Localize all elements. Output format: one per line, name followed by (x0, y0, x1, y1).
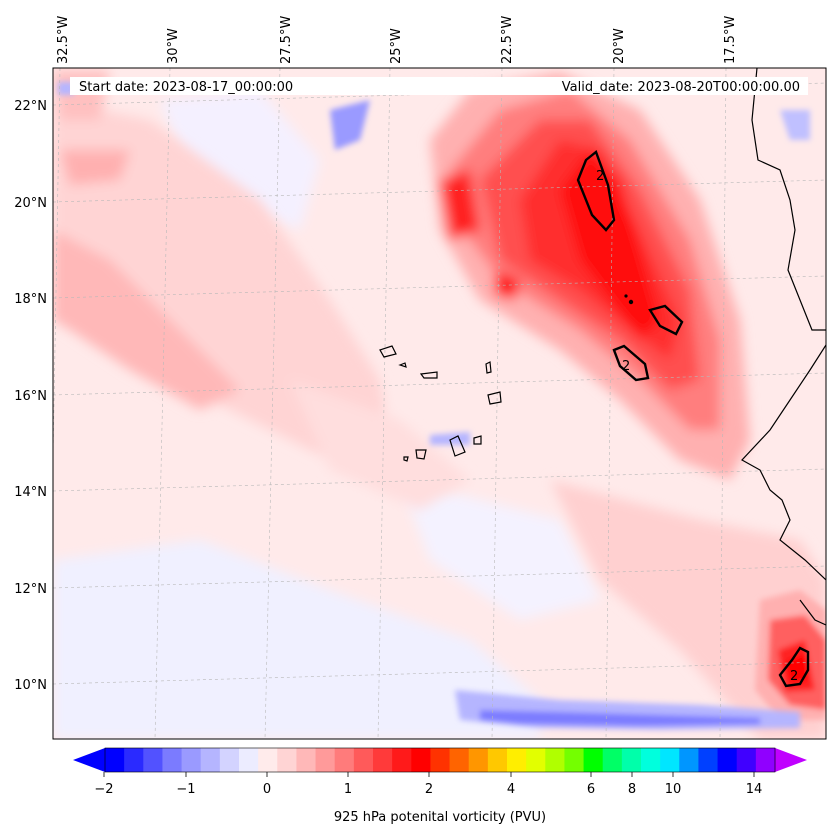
colorbar-segment (430, 748, 451, 772)
lon-label: 22.5°W (500, 16, 515, 64)
colorbar-extend-high (775, 748, 807, 772)
lon-label: 17.5°W (723, 16, 738, 64)
weak-negative-areas (53, 90, 600, 739)
colorbar-segment (449, 748, 470, 772)
colorbar-segment (717, 748, 738, 772)
date-banner (70, 77, 808, 95)
colorbar-segment (621, 748, 642, 772)
lon-label: 20°W (612, 28, 627, 64)
colorbar-segment (124, 748, 144, 772)
small-contour-dot (628, 299, 634, 305)
map-frame (52, 67, 827, 740)
colorbar: −2 −1 0 1 2 4 6 8 10 14 925 hPa potenital vortici… (73, 747, 807, 825)
colorbar-segment (258, 748, 278, 772)
colorbar-segment (392, 748, 412, 772)
lon-label: 32.5°W (56, 16, 71, 64)
colorbar-segment (334, 748, 355, 772)
southeast-pv-maximum (755, 590, 826, 720)
lat-label: 10°N (14, 678, 47, 693)
colorbar-segment (736, 748, 757, 772)
colorbar-tick-label: 8 (628, 782, 636, 797)
colorbar-segment (162, 748, 183, 772)
lon-label: 30°W (166, 28, 181, 64)
colorbar-segment (698, 748, 719, 772)
colorbar-segment (583, 748, 604, 772)
colorbar-tick-label: 4 (507, 782, 515, 797)
colorbar-segment (353, 748, 374, 772)
colorbar-tick-label: 14 (746, 782, 763, 797)
colorbar-segment (545, 748, 565, 772)
small-contour-dot (624, 294, 628, 298)
colorbar-segment (181, 748, 202, 772)
contour-label: 2 (622, 359, 630, 374)
lat-label: 12°N (14, 582, 47, 597)
contour-label: 2 (790, 669, 798, 684)
valid-date-text: Valid_date: 2023-08-20T00:00:00.00 (562, 80, 800, 95)
latitude-labels: 22°N 20°N 18°N 16°N 14°N 12°N 10°N (14, 99, 47, 693)
start-date-text: Start date: 2023-08-17_00:00:00 (79, 80, 293, 95)
colorbar-segment (660, 748, 680, 772)
lat-label: 18°N (14, 292, 47, 307)
colorbar-segment (487, 748, 508, 772)
lat-label: 22°N (14, 99, 47, 114)
colorbar-tick-label: −2 (94, 782, 113, 797)
colorbar-tick-label: 1 (344, 782, 352, 797)
pv-field: 2 2 2 Start date: 2023-08-17_00:00:00 Va… (53, 68, 826, 739)
colorbar-segment (641, 748, 661, 772)
colorbar-segment (219, 748, 240, 772)
colorbar-segment (564, 748, 585, 772)
colorbar-ticks: −2 −1 0 1 2 4 6 8 10 14 (94, 772, 762, 797)
colorbar-segment (239, 748, 259, 772)
colorbar-tick-label: 2 (425, 782, 433, 797)
lat-label: 14°N (14, 485, 47, 500)
colorbar-frame (104, 747, 776, 773)
longitude-labels: 32.5°W 30°W 27.5°W 25°W 22.5°W 20°W 17.5… (56, 16, 738, 64)
pv-contour-2 (576, 150, 810, 688)
colorbar-tick-label: 0 (263, 782, 271, 797)
coastline (379, 68, 826, 626)
contour-label: 2 (596, 169, 604, 184)
colorbar-segment (315, 748, 336, 772)
lat-label: 16°N (14, 389, 47, 404)
colorbar-extend-low (73, 748, 105, 772)
colorbar-segment (277, 748, 297, 772)
negative-pv-band (58, 82, 810, 730)
colorbar-tick-label: 6 (587, 782, 595, 797)
lat-label: 20°N (14, 196, 47, 211)
colorbar-segment (411, 748, 431, 772)
colorbar-segments (105, 748, 776, 772)
colorbar-tick-label: −1 (176, 782, 195, 797)
colorbar-label: 925 hPa potenital vorticity (PVU) (334, 810, 546, 825)
colorbar-segment (143, 748, 163, 772)
graticule (53, 68, 826, 739)
colorbar-segment (526, 748, 546, 772)
colorbar-segment (755, 748, 776, 772)
colorbar-segment (679, 748, 699, 772)
colorbar-segment (373, 748, 393, 772)
colorbar-segment (468, 748, 489, 772)
colorbar-tick-label: 10 (665, 782, 682, 797)
colorbar-segment (296, 748, 317, 772)
eastern-pv-maximum (430, 72, 750, 480)
colorbar-segment (105, 748, 125, 772)
lon-label: 25°W (389, 28, 404, 64)
lon-label: 27.5°W (279, 16, 294, 64)
colorbar-segment (507, 748, 527, 772)
colorbar-segment (602, 748, 623, 772)
colorbar-segment (200, 748, 221, 772)
